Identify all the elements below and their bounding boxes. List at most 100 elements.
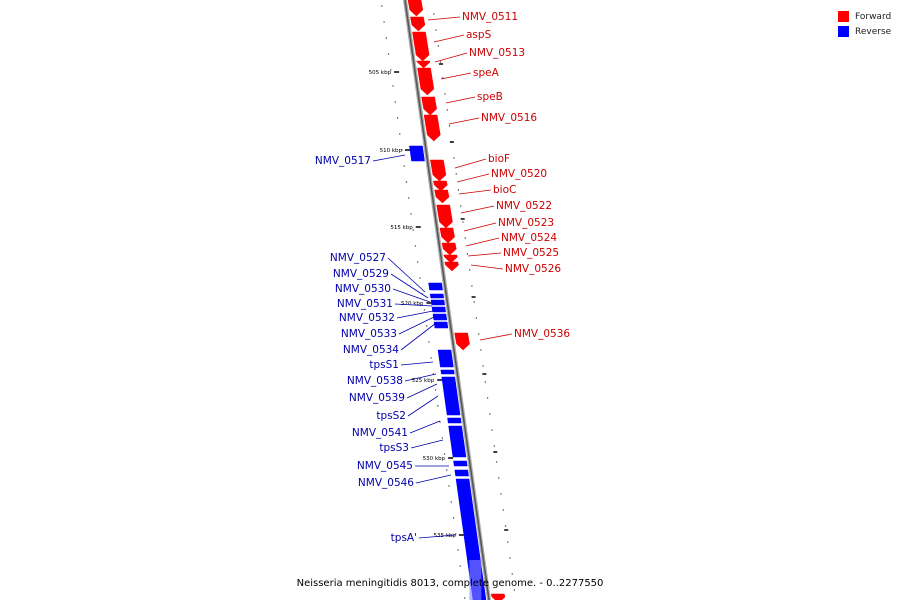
reverse-gene-block	[428, 282, 443, 291]
leader-line	[372, 154, 406, 162]
leader-line	[427, 16, 461, 21]
minor-tick-right	[464, 237, 466, 239]
minor-tick-left	[394, 101, 396, 103]
minor-tick-right	[495, 461, 498, 463]
minor-tick-left	[399, 133, 401, 135]
minor-tick-left	[403, 165, 405, 167]
genome-backbone	[403, 0, 491, 600]
minor-tick-right	[433, 13, 435, 15]
leader-line	[460, 205, 495, 214]
kbp-label: 525 kbp	[412, 378, 435, 384]
leader-line	[398, 316, 435, 335]
minor-tick-right	[498, 477, 500, 479]
forward-gene-label: bioC	[493, 184, 516, 196]
leader-line	[409, 420, 441, 434]
minor-tick-right	[502, 509, 504, 511]
forward-gene-block	[434, 189, 450, 204]
reverse-gene-block	[447, 417, 462, 424]
forward-gene-label: NMV_0536	[514, 328, 570, 340]
forward-gene-label: speB	[477, 91, 503, 103]
legend-reverse-label: Reverse	[855, 26, 892, 37]
minor-tick-left	[450, 501, 452, 503]
minor-tick-left	[437, 405, 439, 407]
minor-tick-left	[385, 37, 388, 39]
minor-tick-right	[480, 349, 482, 351]
reverse-gene-block	[454, 469, 469, 477]
leader-line	[456, 173, 490, 183]
minor-tick-right	[444, 93, 446, 95]
minor-tick-left	[428, 341, 430, 343]
forward-gene-block	[410, 16, 426, 32]
minor-tick-right	[489, 413, 491, 415]
forward-gene-block	[439, 227, 455, 244]
minor-tick-left	[446, 469, 448, 471]
reverse-gene-label: NMV_0545	[357, 460, 413, 472]
minor-tick-right	[460, 205, 462, 207]
kbp-label: 530 kbp	[423, 456, 446, 462]
minor-tick-right	[468, 269, 471, 271]
leader-line	[465, 237, 500, 247]
minor-tick-right	[511, 573, 513, 575]
tick-marks: 505 kbp 510 kbp 515 kbp 520 kbp 525 kbp 530 k…	[369, 5, 516, 599]
leader-line	[434, 52, 468, 63]
reverse-gene-block	[437, 349, 454, 368]
leader-line	[440, 72, 472, 80]
legend-reverse: Reverse	[838, 24, 891, 39]
minor-tick-right	[484, 381, 487, 383]
reverse-gene-block	[432, 313, 448, 321]
reverse-gene-label: NMV_0531	[337, 298, 393, 310]
forward-gene-label: aspS	[466, 29, 492, 41]
forward-gene-block	[441, 242, 457, 256]
forward-gene-label: NMV_0524	[501, 232, 557, 244]
minor-tick-right	[462, 221, 464, 223]
minor-tick-left	[401, 149, 403, 151]
minor-tick-right	[513, 589, 516, 591]
kbp-label: 510 kbp	[380, 148, 403, 154]
minor-tick-left	[457, 549, 459, 551]
reverse-gene-label: tpsS3	[379, 442, 409, 454]
leader-line	[458, 189, 492, 195]
minor-tick-left	[390, 69, 392, 71]
minor-tick-left	[381, 5, 383, 7]
leader-line	[454, 158, 487, 169]
kbp-label: 520 kbp	[401, 301, 424, 307]
leader-line	[470, 264, 504, 270]
reverse-gene-block	[440, 369, 455, 375]
reverse-gene-block	[453, 460, 468, 467]
reverse-gene-label: NMV_0527	[330, 252, 386, 264]
minor-tick-right	[466, 253, 469, 255]
minor-tick-right	[509, 557, 511, 559]
minor-tick-left	[455, 533, 457, 535]
leader-line	[404, 373, 437, 382]
leader-line	[406, 383, 438, 399]
minor-tick-left	[430, 357, 432, 359]
forward-gene-block	[436, 204, 453, 229]
minor-tick-right	[457, 189, 460, 191]
gene-features	[407, 0, 506, 600]
forward-swatch	[838, 11, 849, 22]
forward-gene-label: NMV_0511	[462, 11, 518, 23]
reverse-gene-label: NMV_0529	[333, 268, 389, 280]
reverse-gene-block	[448, 425, 467, 458]
minor-tick-left	[434, 389, 437, 391]
forward-gene-block	[407, 0, 424, 17]
forward-gene-block	[444, 261, 459, 272]
minor-tick-right	[448, 125, 451, 127]
forward-gene-block	[443, 254, 458, 264]
reverse-gene-block	[441, 376, 461, 416]
minor-tick-left	[452, 517, 455, 519]
forward-gene-label: NMV_0522	[496, 200, 552, 212]
minor-tick-left	[461, 581, 464, 583]
leader-line	[445, 96, 476, 104]
minor-tick-right	[486, 397, 489, 399]
minor-tick-left	[405, 181, 408, 183]
minor-tick-left	[464, 597, 466, 599]
minor-tick-left	[414, 245, 417, 247]
reverse-gene-label: NMV_0533	[341, 328, 397, 340]
leader-line	[392, 288, 431, 303]
genome-caption: Neisseria meningitidis 8013, complete ge…	[296, 578, 604, 589]
leader-line	[410, 439, 444, 449]
reverse-gene-label: NMV_0539	[349, 392, 405, 404]
minor-tick-right	[473, 301, 475, 303]
kbp-label: 515 kbp	[390, 225, 413, 231]
